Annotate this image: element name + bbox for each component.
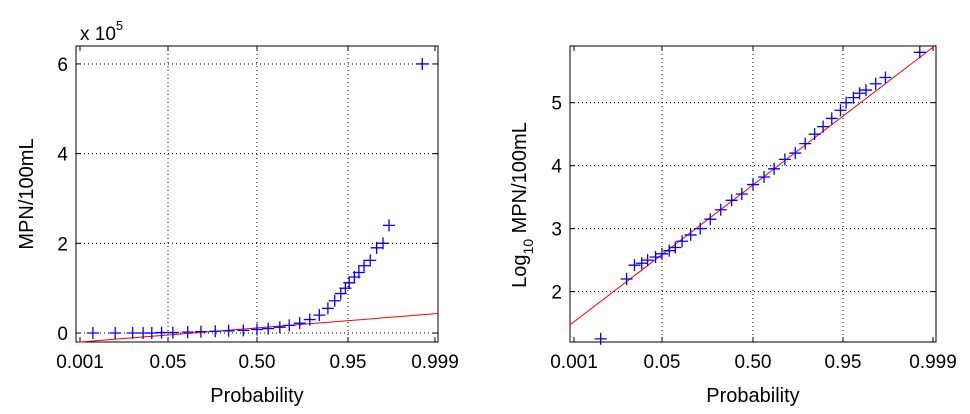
right-axis-ticks <box>570 46 936 342</box>
right-data-point <box>649 250 662 263</box>
right-x-axis-label: Probability <box>706 385 799 407</box>
left-chart-panel: 0.001 0.05 0.50 0.95 0.999 0 2 4 6 x 105 Probab… <box>16 18 459 407</box>
left-x-tick-label: 0.95 <box>330 352 367 373</box>
left-data-point <box>155 326 168 339</box>
left-data-point <box>194 325 207 338</box>
right-data-point <box>641 254 654 267</box>
right-data-point <box>628 259 641 272</box>
left-exponent-power: 5 <box>116 18 123 33</box>
left-data-point <box>328 294 341 307</box>
left-y-tick-label: 6 <box>57 55 68 76</box>
right-data-point <box>663 244 676 257</box>
right-data-point <box>853 87 866 100</box>
right-data-point <box>747 178 759 191</box>
right-data-point <box>817 120 830 133</box>
right-grid <box>570 46 936 342</box>
left-data-points <box>86 57 429 340</box>
right-x-tick-label: 0.001 <box>550 352 598 373</box>
left-axis-ticks <box>76 46 438 342</box>
right-data-point <box>594 332 607 345</box>
right-data-point <box>758 170 771 183</box>
right-data-point <box>808 128 821 141</box>
left-data-point <box>376 237 389 250</box>
right-x-tick-label: 0.95 <box>825 352 862 373</box>
right-data-point <box>778 153 791 166</box>
left-x-axis-label: Probability <box>210 385 303 407</box>
left-data-point <box>383 219 396 232</box>
right-y-axis-label: Log10 MPN/100mL <box>509 122 536 288</box>
left-data-point <box>334 287 347 300</box>
left-data-point <box>181 326 194 339</box>
right-data-point <box>825 112 838 125</box>
left-data-point <box>358 259 371 272</box>
right-data-point <box>684 228 697 241</box>
right-x-tick-label: 0.50 <box>735 352 772 373</box>
left-data-point <box>166 326 179 339</box>
left-data-point <box>293 317 306 330</box>
right-x-tick-label: 0.999 <box>909 352 957 373</box>
right-data-point <box>840 96 853 109</box>
left-data-point <box>237 324 250 337</box>
right-y-tick-labels: 2 3 4 5 <box>551 94 562 304</box>
left-data-point <box>283 319 296 332</box>
right-data-point <box>676 235 689 248</box>
left-data-point <box>313 309 326 322</box>
left-x-tick-label: 0.999 <box>411 352 459 373</box>
right-y-axis-label-suffix: MPN/100mL <box>509 122 531 239</box>
left-exponent-label: x 105 <box>80 18 123 45</box>
left-y-tick-label: 0 <box>57 324 68 345</box>
right-data-point <box>847 91 860 104</box>
left-data-point <box>262 322 275 335</box>
right-y-tick-label: 2 <box>551 283 562 304</box>
right-data-point <box>869 77 882 90</box>
right-data-point <box>735 188 748 200</box>
right-data-point <box>620 273 633 286</box>
right-data-point <box>714 203 727 216</box>
left-x-tick-label: 0.50 <box>239 352 276 373</box>
left-y-tick-labels: 0 2 4 6 <box>57 55 68 345</box>
right-data-point <box>669 241 682 254</box>
left-y-tick-label: 2 <box>57 234 68 255</box>
left-data-point <box>416 57 429 70</box>
left-data-point <box>364 254 377 267</box>
right-data-point <box>768 162 781 175</box>
left-x-tick-labels: 0.001 0.05 0.50 0.95 0.999 <box>56 352 459 373</box>
right-data-point <box>635 257 648 270</box>
right-data-point <box>859 84 872 97</box>
right-y-tick-label: 5 <box>551 94 562 115</box>
right-data-point <box>834 104 847 117</box>
left-data-point <box>86 327 99 340</box>
left-x-tick-label: 0.05 <box>150 352 187 373</box>
left-data-point <box>222 324 235 337</box>
right-data-point <box>694 222 707 235</box>
right-data-point <box>879 71 892 84</box>
left-y-tick-label: 4 <box>57 145 68 166</box>
left-data-point <box>321 302 334 315</box>
left-y-axis-label: MPN/100mL <box>16 138 38 249</box>
right-data-point <box>913 46 926 59</box>
left-data-point <box>352 266 365 279</box>
right-x-tick-label: 0.05 <box>644 352 681 373</box>
left-data-point <box>109 327 122 340</box>
right-y-tick-label: 4 <box>551 157 562 178</box>
right-data-point <box>799 137 812 150</box>
right-y-axis-label-subscript: 10 <box>520 239 536 255</box>
right-data-point <box>704 213 717 226</box>
left-x-tick-label: 0.001 <box>56 352 104 373</box>
right-data-point <box>725 194 738 207</box>
left-data-point <box>370 241 383 254</box>
left-data-point <box>343 276 356 289</box>
right-x-tick-labels: 0.001 0.05 0.50 0.95 0.999 <box>550 352 957 373</box>
right-data-point <box>656 247 668 260</box>
left-data-point <box>126 327 139 340</box>
left-data-point <box>251 323 263 336</box>
left-data-point <box>273 321 286 334</box>
left-data-point <box>209 325 222 338</box>
right-data-point <box>789 147 802 160</box>
right-data-points <box>594 46 926 345</box>
left-data-point <box>303 313 316 326</box>
right-y-tick-label: 3 <box>551 220 562 241</box>
